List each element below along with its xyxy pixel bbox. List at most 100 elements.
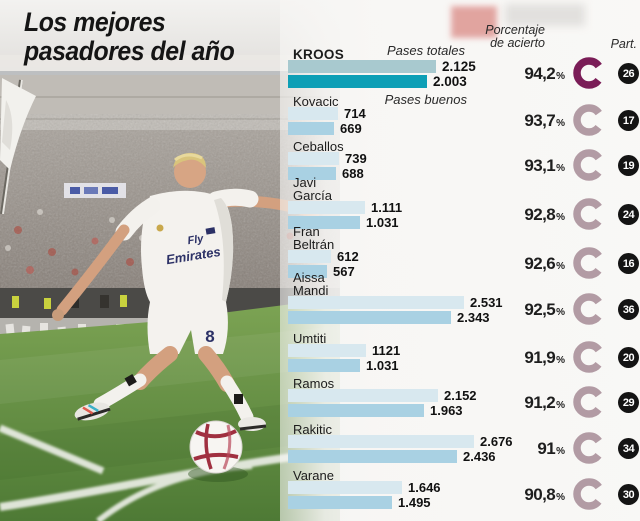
matches-badge: 20 <box>618 347 639 368</box>
total-passes-value: 714 <box>344 106 366 121</box>
total-passes-bar <box>288 481 402 494</box>
chart-row-umtiti: Umtiti 1121 1.031 91,9% 20 <box>288 332 640 374</box>
good-passes-bar <box>288 450 457 463</box>
total-passes-bar <box>288 152 339 165</box>
player-name-label: Ceballos <box>293 139 344 154</box>
total-passes-value: 2.676 <box>480 434 513 449</box>
total-passes-bar <box>288 107 338 120</box>
matches-badge: 36 <box>618 299 639 320</box>
good-passes-value: 688 <box>342 166 364 181</box>
column-header-pases-totales: Pases totales <box>386 43 465 58</box>
accuracy-percentage: 94,2% <box>524 64 565 83</box>
player-name-label: Ramos <box>293 376 335 391</box>
total-passes-value: 1121 <box>372 343 401 358</box>
good-passes-bar <box>288 167 336 180</box>
total-passes-value: 1.646 <box>408 480 441 495</box>
accuracy-ring-icon <box>573 386 605 418</box>
good-passes-bar <box>288 404 424 417</box>
player-name-label: Rakitic <box>293 422 333 437</box>
accuracy-percentage: 91,9% <box>524 348 565 367</box>
chart-row-ceballos: Ceballos 739 688 93,1% 19 <box>288 140 640 182</box>
total-passes-value: 612 <box>337 249 359 264</box>
soccer-ball <box>188 420 248 482</box>
good-passes-value: 669 <box>340 121 362 136</box>
good-passes-value: 2.343 <box>457 310 490 325</box>
matches-badge: 30 <box>618 484 639 505</box>
accuracy-ring-icon <box>573 478 605 510</box>
total-passes-bar <box>288 389 438 402</box>
player-name-label: KROOS <box>293 47 345 62</box>
corner-flag <box>0 78 36 215</box>
matches-badge: 34 <box>618 438 639 459</box>
chart-row-aissa-mandi: Aissa Mandi 2.531 2.343 92,5% 36 <box>288 271 640 326</box>
matches-badge: 19 <box>618 155 639 176</box>
accuracy-percentage: 93,1% <box>524 156 565 175</box>
good-passes-value: 567 <box>333 264 355 279</box>
accuracy-percentage: 92,6% <box>524 254 565 273</box>
chart-row-varane: Varane 1.646 1.495 90,8% 30 <box>288 469 640 511</box>
accuracy-ring-icon <box>573 104 605 136</box>
player-name-label: Fran Beltrán <box>293 224 335 252</box>
good-passes-value: 2.436 <box>463 449 496 464</box>
accuracy-percentage: 91,2% <box>524 393 565 412</box>
background-blur <box>505 4 585 26</box>
good-passes-value: 2.003 <box>433 74 467 89</box>
good-passes-bar <box>288 265 327 278</box>
good-passes-value: 1.495 <box>398 495 431 510</box>
total-passes-bar <box>288 435 474 448</box>
jersey-sponsor-line1: Fly <box>187 233 205 247</box>
accuracy-percentage: 92,8% <box>524 205 565 224</box>
total-passes-value: 2.152 <box>444 388 477 403</box>
good-passes-value: 1.031 <box>366 215 399 230</box>
column-header-partidos: Part. <box>610 37 637 51</box>
chart-row-kovacic: Kovacic 714 669 93,7% 17 <box>288 95 640 137</box>
matches-badge: 26 <box>618 63 639 84</box>
good-passes-value: 1.963 <box>430 403 463 418</box>
accuracy-percentage: 92,5% <box>524 300 565 319</box>
chart-row-fran-beltran: Fran Beltrán 612 567 92,6% 16 <box>288 225 640 280</box>
player-name-label: Varane <box>293 468 334 483</box>
total-passes-value: 2.531 <box>470 295 503 310</box>
matches-badge: 17 <box>618 110 639 131</box>
player-name-label: Umtiti <box>293 331 327 346</box>
good-passes-bar <box>288 75 427 88</box>
good-passes-value: 1.031 <box>366 358 399 373</box>
matches-badge: 29 <box>618 392 639 413</box>
total-passes-bar <box>288 296 464 309</box>
total-passes-bar <box>288 60 436 73</box>
good-passes-bar <box>288 496 392 509</box>
player-name-label: Aissa Mandi <box>293 270 329 298</box>
chart-row-rakitic: Rakitic 2.676 2.436 91% 34 <box>288 423 640 465</box>
accuracy-percentage: 93,7% <box>524 111 565 130</box>
matches-badge: 24 <box>618 204 639 225</box>
accuracy-ring-icon <box>573 198 605 230</box>
good-passes-bar <box>288 216 360 229</box>
good-passes-bar <box>288 359 360 372</box>
total-passes-bar <box>288 250 331 263</box>
total-passes-bar <box>288 201 365 214</box>
column-header-porcentaje-acierto: Porcentaje de acierto <box>485 23 545 50</box>
chart-row-ramos: Ramos 2.152 1.963 91,2% 29 <box>288 377 640 419</box>
accuracy-ring-icon <box>573 432 605 464</box>
accuracy-ring-icon <box>573 149 605 181</box>
total-passes-value: 2.125 <box>442 59 476 74</box>
accuracy-ring-icon <box>573 57 605 89</box>
player-name-label: Kovacic <box>293 94 339 109</box>
player-name-label: Javi García <box>293 175 333 203</box>
page-title: Los mejores pasadores del año <box>24 7 235 66</box>
accuracy-percentage: 90,8% <box>524 485 565 504</box>
column-header-pases-buenos: Pases buenos <box>384 92 467 107</box>
shorts-number: 8 <box>205 327 214 346</box>
accuracy-ring-icon <box>573 341 605 373</box>
total-passes-value: 739 <box>345 151 367 166</box>
accuracy-percentage: 91% <box>537 439 565 458</box>
total-passes-value: 1.111 <box>371 200 403 215</box>
chart-row-javi-garcia: Javi García 1.111 1.031 92,8% 24 <box>288 176 640 231</box>
good-passes-bar <box>288 311 451 324</box>
matches-badge: 16 <box>618 253 639 274</box>
background-scoreboard-blur <box>450 5 498 39</box>
good-passes-bar <box>288 122 334 135</box>
chart-row-kroos: KROOS 2.125 2.003 94,2% 26 <box>288 48 640 90</box>
accuracy-ring-icon <box>573 293 605 325</box>
